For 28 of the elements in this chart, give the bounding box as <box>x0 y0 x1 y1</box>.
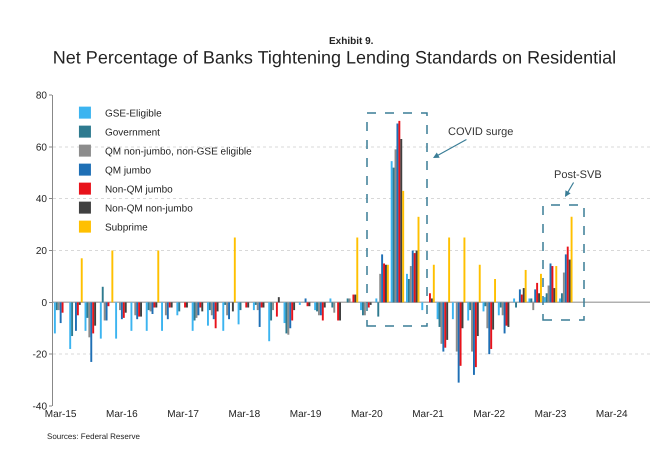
x-tick-label: Mar-19 <box>290 409 322 420</box>
legend-label: Non-QM jumbo <box>104 184 174 196</box>
annotation: COVID surge <box>448 126 514 138</box>
x-tick-label: Mar-17 <box>167 409 200 420</box>
x-tick-label: Mar-21 <box>412 409 444 420</box>
x-tick-label: Mar-16 <box>106 409 138 420</box>
y-tick-label: 20 <box>36 246 48 257</box>
source-note: Sources: Federal Reserve <box>47 432 140 441</box>
x-tick-label: Mar-23 <box>534 409 567 420</box>
chart-subtitle: Exhibit 9. <box>329 36 374 47</box>
legend-label: QM non-jumbo, non-GSE eligible <box>104 146 252 158</box>
legend-label: Subprime <box>104 222 148 234</box>
legend-label: QM jumbo <box>104 166 152 177</box>
legend-label: Non-QM non-jumbo <box>104 204 194 215</box>
y-tick-label: 0 <box>41 298 48 309</box>
y-tick-label: -20 <box>32 350 48 361</box>
legend-label: GSE-Eligible <box>104 108 162 120</box>
x-tick-label: Mar-24 <box>596 409 628 420</box>
annotation: Post-SVB <box>554 169 602 181</box>
y-tick-label: 40 <box>36 194 48 206</box>
x-tick-label: Mar-22 <box>473 409 506 420</box>
x-tick-label: Mar-15 <box>44 409 77 420</box>
x-tick-label: Mar-18 <box>228 409 261 420</box>
x-tick-label: Mar-20 <box>350 409 384 420</box>
legend-label: Government <box>104 128 160 139</box>
chart-title: Net Percentage of Banks Tightening Lending Standards on Residential <box>52 47 616 68</box>
y-tick-label: 80 <box>36 90 48 102</box>
y-tick-label: 60 <box>36 142 48 154</box>
